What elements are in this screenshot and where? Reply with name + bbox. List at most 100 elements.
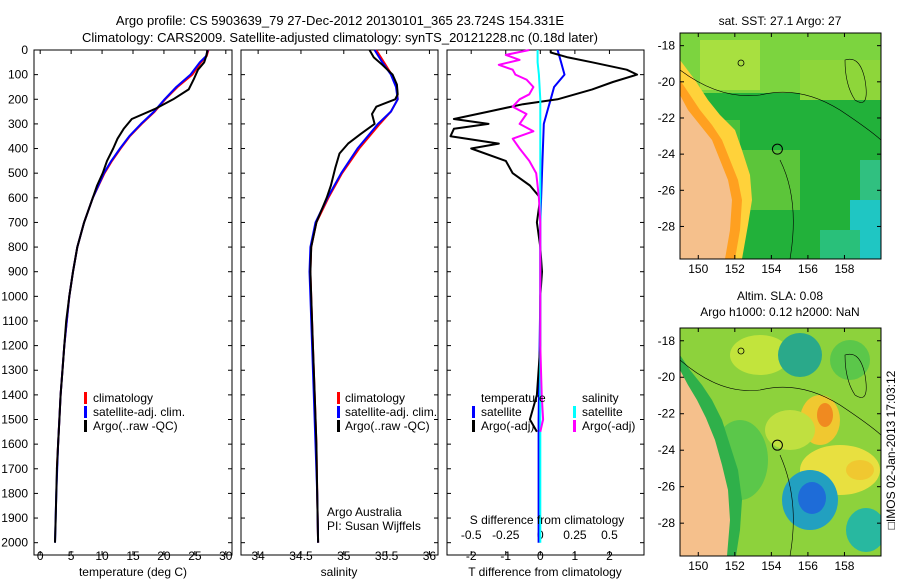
credit-line1: Argo Australia: [327, 505, 402, 519]
sal-xlabel: salinity: [321, 565, 358, 579]
diff-legend: temperature salinity satellite Argo(-adj…: [472, 391, 635, 433]
map2-title2: Argo h1000: 0.12 h2000: NaN: [700, 305, 859, 319]
legend-label-s-argo: Argo(-adj): [582, 419, 635, 433]
legend-swatch-s-argo: [573, 420, 576, 432]
map2-axes: -18 -20 -22 -24 -26 -28 150 152 154 156 158: [658, 328, 881, 573]
legend-swatch-clim: [84, 392, 87, 404]
map2-float-marker: [771, 439, 783, 451]
x-tick-label: -1: [500, 549, 511, 563]
x-tick-label: 25: [188, 549, 202, 563]
x-tick-label: 15: [126, 549, 140, 563]
depth-axis: 0 100 200 300 400 500 600 700 800 900 1000 1100 1200…: [1, 43, 644, 550]
map2-frame: [679, 327, 882, 557]
series-line-satellite-adj-clim: [308, 49, 399, 543]
lon-tick-label: 158: [834, 559, 854, 573]
depth-tick-label: 1900: [1, 511, 28, 525]
s-tick-label: -0.25: [492, 528, 520, 542]
lat-tick-label: -26: [658, 183, 676, 197]
temp-xlabel: temperature (deg C): [79, 565, 187, 579]
map1-float-marker: [771, 143, 783, 155]
map2-field: [680, 328, 881, 556]
legend-swatch-sat: [337, 406, 340, 418]
lat-tick-label: -24: [658, 147, 676, 161]
lon-tick-label: 158: [834, 262, 854, 276]
lon-tick-label: 150: [688, 559, 708, 573]
legend-head-salinity: salinity: [582, 391, 619, 405]
legend-label-s-sat: satellite: [582, 405, 623, 419]
x-tick-label: 5: [68, 549, 75, 563]
depth-tick-label: 300: [8, 117, 28, 131]
map1-title: sat. SST: 27.1 Argo: 27: [719, 14, 842, 28]
temp-x-axis: 0 5 10 15 20 25 30: [37, 50, 233, 563]
sal-x-axis: 34 34.5 35 35.5 36: [251, 50, 436, 563]
credit-line2: PI: Susan Wijffels: [327, 519, 421, 533]
header-line1: Argo profile: CS 5903639_79 27-Dec-2012 …: [116, 13, 564, 28]
temp-series: [54, 49, 210, 543]
series-line-salinity-argo-adj: [497, 49, 545, 433]
depth-tick-label: 800: [8, 240, 28, 254]
series-line-temperature-satellite: [537, 49, 566, 543]
x-tick-label: 30: [219, 549, 233, 563]
diff-series: [449, 49, 639, 543]
depth-tick-label: 500: [8, 166, 28, 180]
depth-tick-label: 1600: [1, 437, 28, 451]
lat-tick-label: -20: [658, 370, 676, 384]
legend-label-argo: Argo(..raw -QC): [93, 419, 178, 433]
diff-s-label: S difference from climatology: [470, 513, 625, 527]
x-tick-label: 34: [251, 549, 265, 563]
depth-tick-label: 1200: [1, 339, 28, 353]
s-tick-label: -0.5: [461, 528, 482, 542]
lat-tick-label: -18: [658, 334, 676, 348]
depth-tick-label: 1400: [1, 388, 28, 402]
s-tick-label: 0.5: [601, 528, 618, 542]
diff-x-axis: -2 -1 0 1 2-0.5 -0.25 0 0.25 0.5: [461, 50, 618, 563]
x-tick-label: 0: [37, 549, 44, 563]
depth-tick-label: 100: [8, 68, 28, 82]
series-line-argo-raw-qc: [54, 49, 209, 543]
lon-tick-label: 150: [688, 262, 708, 276]
x-tick-label: 35: [337, 549, 351, 563]
series-line-climatology: [309, 49, 399, 543]
x-tick-label: 10: [95, 549, 109, 563]
legend-label-t-sat: satellite: [481, 405, 522, 419]
lon-tick-label: 154: [761, 262, 781, 276]
lon-tick-label: 152: [725, 559, 745, 573]
depth-tick-label: 400: [8, 142, 28, 156]
lon-tick-label: 152: [725, 262, 745, 276]
legend-label-argo: Argo(..raw -QC): [345, 419, 430, 433]
lat-tick-label: -18: [658, 39, 676, 53]
lat-tick-label: -26: [658, 480, 676, 494]
x-tick-label: 1: [572, 549, 579, 563]
diff-xlabel: T difference from climatology: [468, 565, 622, 579]
lat-tick-label: -28: [658, 219, 676, 233]
x-tick-label: 36: [423, 549, 437, 563]
map1-field: [680, 33, 881, 259]
map1-axes: -18 -20 -22 -24 -26 -28 150 152 154 156 158: [658, 33, 881, 276]
diff-panel-frame: [446, 49, 645, 556]
depth-tick-label: 2000: [1, 536, 28, 550]
sal-series: [308, 49, 399, 543]
x-tick-label: 2: [606, 549, 613, 563]
legend-swatch-sat: [84, 406, 87, 418]
depth-tick-label: 1500: [1, 413, 28, 427]
imos-timestamp: □IMOS 02-Jan-2013 17:03:12: [884, 370, 898, 529]
x-tick-label: -2: [466, 549, 477, 563]
map2-title1: Altim. SLA: 0.08: [737, 289, 823, 303]
depth-tick-label: 200: [8, 92, 28, 106]
x-tick-label: 0: [537, 549, 544, 563]
depth-tick-label: 1800: [1, 486, 28, 500]
series-line-temperature-argo-adj: [449, 50, 639, 433]
sal-panel-frame: [240, 49, 439, 556]
lat-tick-label: -20: [658, 75, 676, 89]
depth-tick-label: 1100: [2, 314, 28, 328]
series-line-argo-raw-qc: [309, 49, 399, 543]
depth-tick-label: 900: [8, 265, 28, 279]
lat-tick-label: -22: [658, 407, 676, 421]
sal-legend: climatology satellite-adj. clim. Argo(..…: [337, 391, 437, 433]
depth-tick-label: 0: [21, 43, 28, 57]
temp-panel-frame: [33, 49, 233, 556]
lon-tick-label: 154: [761, 559, 781, 573]
legend-swatch-t-argo: [472, 420, 475, 432]
legend-head-temperature: temperature: [481, 391, 546, 405]
